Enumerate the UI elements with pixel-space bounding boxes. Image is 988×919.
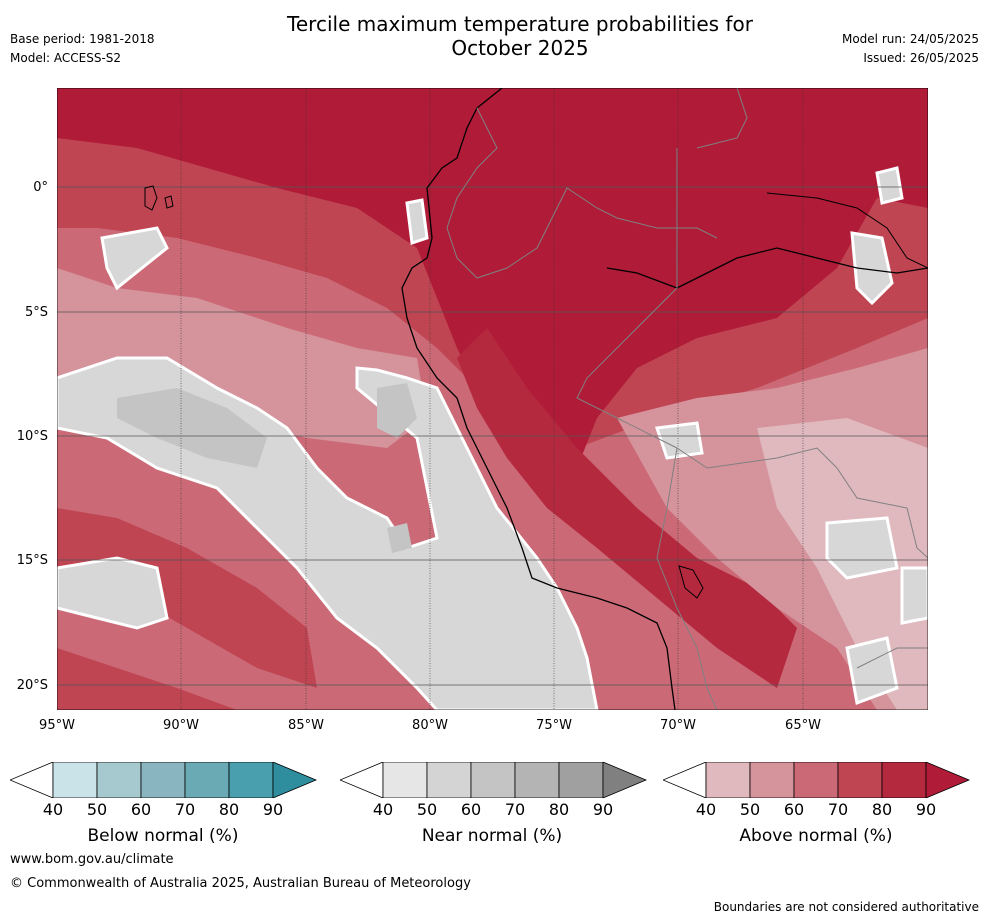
- footer-url[interactable]: www.bom.gov.au/climate: [10, 852, 174, 867]
- region-above-90-coastal: [457, 328, 797, 688]
- region-above-90-north: [57, 88, 928, 488]
- lat-label-20s: 20°S: [16, 678, 48, 693]
- lake-titicaca: [678, 565, 704, 599]
- footer-disclaimer: Boundaries are not considered authoritat…: [713, 900, 979, 914]
- lat-label-5s: 5°S: [24, 305, 48, 320]
- lon-label-85w: 85°W: [288, 718, 324, 733]
- graticule: [180, 88, 804, 710]
- legend-above-tick: 60: [783, 800, 805, 819]
- region-near-50-center: [654, 421, 704, 460]
- region-near-50-east3: [900, 566, 928, 625]
- legend-near-title: Near normal (%): [421, 826, 563, 846]
- lon-label-80w: 80°W: [412, 718, 448, 733]
- legend-near-tick: 90: [592, 800, 614, 819]
- region-above-60-west: [57, 268, 427, 448]
- coastline: [401, 88, 676, 710]
- legend-below-title: Below normal (%): [87, 826, 239, 846]
- region-near-60-west: [117, 388, 267, 468]
- legend-near-tick: 70: [504, 800, 526, 819]
- legend-near-tick: 80: [548, 800, 570, 819]
- region-near-60-south: [387, 523, 412, 553]
- probability-map: [57, 88, 928, 710]
- region-near-60-central: [377, 383, 417, 438]
- lon-label-75w: 75°W: [536, 718, 572, 733]
- legend-below-tick: 80: [218, 800, 240, 819]
- legend-near-tick: 40: [372, 800, 394, 819]
- issued-date: Issued: 26/05/2025: [863, 51, 979, 65]
- lat-label-15s: 15°S: [16, 553, 48, 568]
- country-borders: [446, 88, 928, 710]
- region-near-50-ne2: [850, 231, 894, 306]
- region-near-50-coast: [405, 198, 429, 246]
- model-run: Model run: 24/05/2025: [841, 32, 979, 46]
- legend-near-tick: 60: [460, 800, 482, 819]
- graticule-lat: [57, 186, 928, 686]
- legend-below-tick: 70: [174, 800, 196, 819]
- base-period: Base period: 1981-2018: [10, 32, 155, 46]
- legend-below-tick: 90: [262, 800, 284, 819]
- legend-above-tick: 70: [827, 800, 849, 819]
- legend-below-colorbar: [10, 762, 318, 798]
- legend-below-tick: 50: [86, 800, 108, 819]
- model-name: Model: ACCESS-S2: [10, 51, 122, 65]
- galapagos-islands: [144, 185, 174, 211]
- lon-label-90w: 90°W: [163, 718, 199, 733]
- lon-label-95w: 95°W: [39, 718, 75, 733]
- lat-label-10s: 10°S: [16, 429, 48, 444]
- legend-above-title: Above normal (%): [739, 826, 893, 846]
- region-near-50-ne1: [875, 166, 904, 205]
- legend-above-tick: 40: [695, 800, 717, 819]
- legend-above-tick: 90: [915, 800, 937, 819]
- legend-below-tick: 60: [130, 800, 152, 819]
- legend-above-tick: 80: [871, 800, 893, 819]
- legend-near-colorbar: [340, 762, 648, 798]
- lon-label-65w: 65°W: [785, 718, 821, 733]
- footer-copyright: © Commonwealth of Australia 2025, Austra…: [10, 876, 471, 891]
- coastline-amazon: [606, 247, 928, 289]
- legend-near-tick: 50: [416, 800, 438, 819]
- region-above-80-south: [57, 648, 237, 710]
- region-near-50-east1: [825, 516, 899, 580]
- legend-below-tick: 40: [42, 800, 64, 819]
- legend-above-tick: 50: [739, 800, 761, 819]
- region-near-50-galapagos: [100, 226, 169, 291]
- title-line-1: Tercile maximum temperature probabilitie…: [287, 12, 753, 36]
- page-title: Tercile maximum temperature probabilitie…: [220, 12, 820, 60]
- region-above-80-southwest: [57, 508, 317, 688]
- lon-label-70w: 70°W: [660, 718, 696, 733]
- lat-label-0: 0°: [33, 180, 48, 195]
- title-line-2: October 2025: [451, 36, 589, 60]
- coastline-river: [766, 192, 928, 269]
- legend-above-colorbar: [663, 762, 971, 798]
